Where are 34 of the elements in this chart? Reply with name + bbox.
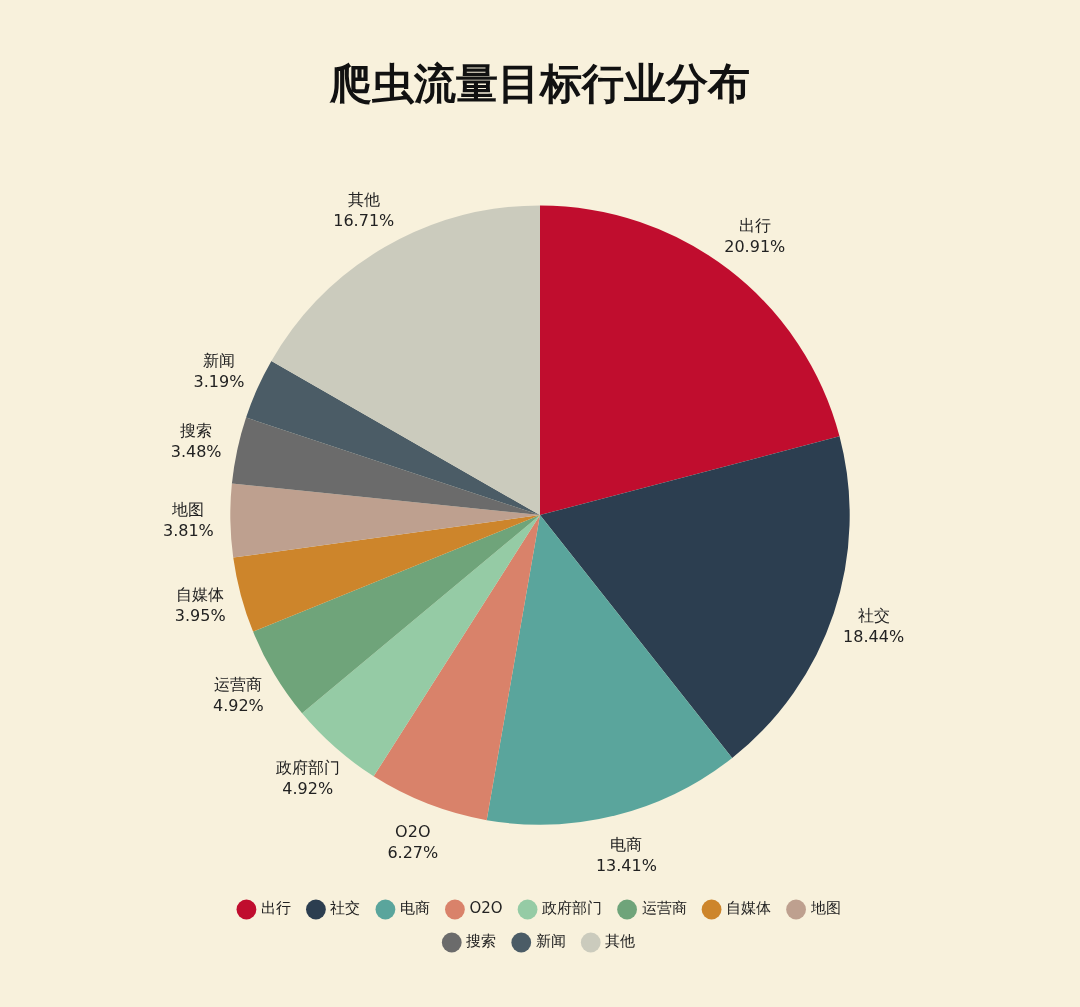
legend-label: 自媒体 — [726, 899, 772, 918]
slice-label: 运营商 — [214, 675, 263, 695]
slice-label: 其他 — [347, 189, 380, 209]
slice-label: 自媒体 — [176, 585, 225, 605]
legend-label: 其他 — [605, 932, 636, 951]
legend-label: 政府部门 — [542, 899, 603, 918]
data-label: 4.92% — [282, 779, 334, 799]
data-label: 3.81% — [162, 521, 214, 541]
slice-label: 新闻 — [202, 350, 235, 370]
slice-label: 地图 — [171, 500, 205, 520]
slice-label: 政府部门 — [275, 758, 340, 778]
legend-label: O2O — [469, 899, 503, 918]
data-label: 4.92% — [212, 696, 264, 716]
slice-label: 搜索 — [180, 420, 213, 440]
legend-label: 搜索 — [466, 932, 497, 951]
data-label: 3.19% — [193, 371, 245, 391]
slice-label: 电商 — [610, 835, 643, 855]
data-label: 16.71% — [333, 210, 395, 230]
chart-title: 爬虫流量目标行业分布 — [329, 59, 750, 109]
slice-label: O2O — [395, 822, 431, 842]
legend-label: 出行 — [260, 899, 291, 918]
data-label: 3.48% — [170, 441, 222, 461]
data-label: 3.95% — [174, 606, 226, 626]
legend-label: 新闻 — [535, 932, 566, 951]
legend-label: 电商 — [399, 899, 430, 918]
data-label: 13.41% — [595, 856, 657, 876]
slice-label: 社交 — [857, 605, 890, 625]
legend-label: 地图 — [809, 899, 841, 918]
legend-label: 社交 — [330, 899, 361, 918]
slice-label: 出行 — [738, 215, 771, 235]
data-label: 20.91% — [724, 236, 786, 256]
data-label: 6.27% — [387, 843, 439, 863]
data-label: 18.44% — [843, 626, 905, 646]
legend-label: 运营商 — [641, 899, 687, 918]
